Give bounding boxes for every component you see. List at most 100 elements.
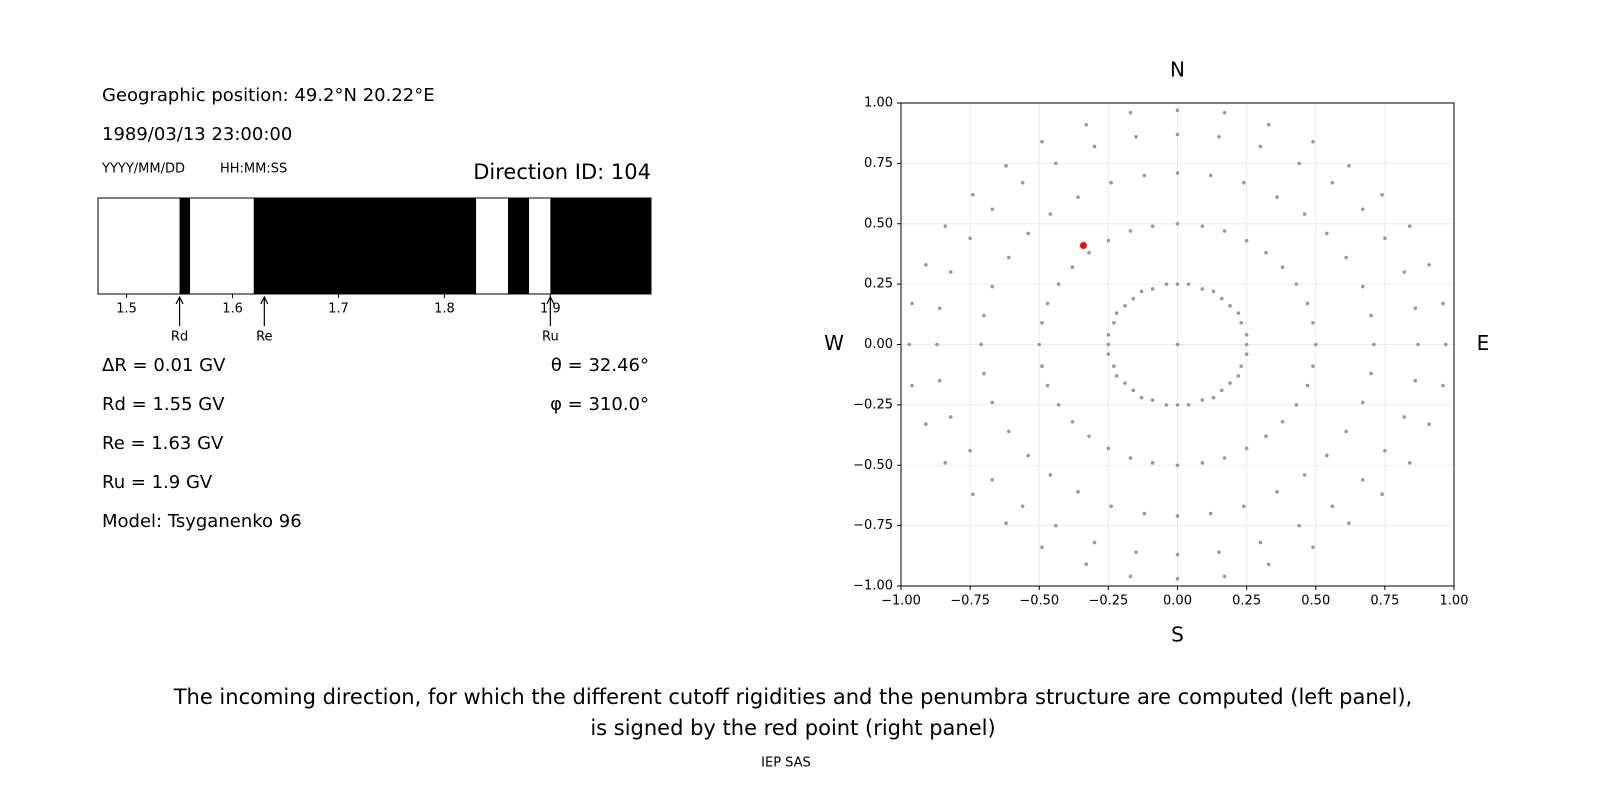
direction-point [1007,429,1011,434]
axes-frame [97,197,652,295]
direction-point [1302,212,1307,216]
x-tick-label: 1.5 [116,302,137,317]
direction-point [979,342,983,347]
direction-point [1244,238,1249,243]
direction-point [1264,250,1268,255]
direction-point [1106,238,1111,243]
x-tick-label: −0.75 [950,594,990,609]
selected-direction [1079,241,1087,249]
penumbra-segment [253,198,477,294]
direction-point [1020,504,1025,509]
angle: θ = 32.46° [551,355,649,376]
compass-label: N [1170,58,1185,82]
direction-point [1305,383,1310,388]
direction-point [1383,448,1387,453]
direction-point [1239,364,1243,369]
penumbra-segment [476,198,508,294]
marker-label: Re [256,330,272,345]
compass-label: W [824,331,844,355]
direction-point [1123,304,1127,308]
direction-point [1045,383,1050,388]
direction-point [1164,403,1169,407]
direction-point [990,284,995,289]
penumbra-segment [550,198,651,294]
direction-point [1217,550,1221,554]
direction-point [1236,374,1241,378]
direction-point [1360,400,1365,405]
direction-point [1360,207,1365,212]
x-tick-label: 1.7 [328,302,349,317]
arrow-head [546,295,555,305]
direction-point [1344,255,1348,260]
direction-point [1311,139,1315,144]
angle: φ = 310.0° [550,394,649,415]
direction-point [1347,163,1351,168]
direction-point [1045,301,1050,306]
x-tick-label: 1.00 [1440,594,1469,609]
direction-point [1208,173,1213,178]
direction-point [1360,477,1365,482]
direction-point [1311,320,1315,325]
direction-point [1360,284,1365,289]
x-tick-label: 1.6 [222,302,243,317]
marker-label: Rd [171,330,188,345]
direction-point [1427,263,1431,267]
direction-point [1242,180,1246,185]
direction-point [1150,461,1155,465]
direction-point [1128,229,1133,233]
direction-point [1048,473,1053,477]
direction-point [943,224,948,228]
direction-point [1372,342,1376,347]
direction-point [968,448,972,453]
direction-point [1175,221,1180,226]
direction-point [1106,352,1111,356]
date-format: YYYY/MM/DD [101,162,185,177]
parameter: Ru = 1.9 GV [102,472,213,493]
x-tick-label: 0.75 [1370,594,1399,609]
direction-point [1175,282,1180,286]
time-format: HH:MM:SS [220,162,287,177]
direction-point [1123,381,1127,385]
direction-point [1175,403,1180,407]
direction-point [1402,415,1407,419]
direction-point [1297,523,1301,528]
direction-point [1244,352,1249,356]
direction-point [1134,135,1138,139]
x-tick-label: 0.00 [1163,594,1192,609]
direction-point [1026,231,1030,236]
direction-point [1325,453,1329,458]
direction-point [1175,514,1180,518]
direction-point [1175,463,1180,468]
direction-point [1175,108,1180,113]
direction-point [1380,192,1384,197]
y-tick-label: −1.00 [853,579,893,594]
direction-point [1211,395,1216,400]
direction-point [1244,446,1249,451]
direction-point [1264,434,1268,439]
arrow-head [175,295,184,305]
direction-point [1106,446,1111,451]
direction-point [948,415,953,419]
direction-point [1407,224,1412,228]
direction-point [1040,545,1044,550]
y-tick-label: 1.00 [864,96,893,111]
direction-point [1200,287,1205,291]
direction-point [1087,434,1091,439]
footer: IEP SAS [761,756,811,771]
direction-point [1106,342,1111,347]
direction-point [1219,388,1224,393]
parameter: Rd = 1.55 GV [102,394,225,415]
direction-point [1311,545,1315,550]
direction-point [1004,163,1008,168]
direction-point [1313,342,1318,347]
direction-point [1084,562,1089,567]
direction-point [1087,250,1091,255]
direction-point [1037,342,1042,347]
direction-point [1112,364,1116,369]
direction-point [1128,110,1133,115]
direction-point [937,378,942,383]
direction-point [1070,419,1075,424]
direction-point [1305,301,1310,306]
